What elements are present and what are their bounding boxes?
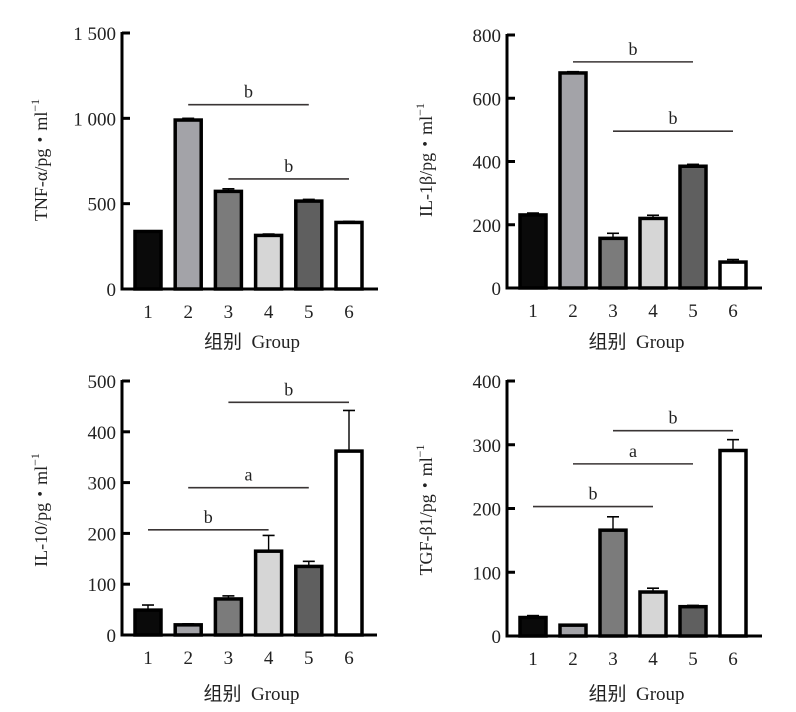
x-tick-label: 3 xyxy=(224,302,234,323)
bar-group-3 xyxy=(598,528,628,638)
y-tick-label: 500 xyxy=(88,372,117,393)
bar-group-1 xyxy=(518,213,548,290)
significance-label: b xyxy=(204,507,213,527)
x-tick-label: 3 xyxy=(608,301,618,322)
y-tick-label: 0 xyxy=(107,280,117,301)
x-tick-label: 2 xyxy=(183,302,193,323)
x-tick-label: 1 xyxy=(528,649,538,670)
bar-group-5 xyxy=(678,604,708,638)
y-tick-label: 300 xyxy=(88,474,117,495)
y-axis-title-superscript: −1 xyxy=(28,99,42,112)
y-axis-title: IL-1β/pg・ml−1 xyxy=(413,103,436,217)
y-tick-label: 0 xyxy=(492,279,502,300)
bar-group-1 xyxy=(518,615,548,638)
y-tick-label: 500 xyxy=(88,195,117,216)
x-tick-label: 1 xyxy=(143,648,153,669)
bar-group-6 xyxy=(334,220,364,291)
y-axis-title-text: TNF-α/pg・ml xyxy=(31,112,51,221)
bar-group-4 xyxy=(253,233,284,291)
bar-group-5 xyxy=(294,564,324,637)
x-tick-label: 6 xyxy=(344,648,354,669)
x-axis-title: 组别 Group xyxy=(588,331,684,353)
chart-panel-il1b: 0 200 400 600 800 1 2 3 4 5 6 b b 组别 Group IL-1β/pg・ml… xyxy=(413,26,762,353)
x-tick-label: 2 xyxy=(568,649,578,670)
significance-label: a xyxy=(245,465,253,485)
y-axis-title: IL-10/pg・ml−1 xyxy=(28,453,51,567)
bar-group-3 xyxy=(213,597,244,637)
y-tick-label: 0 xyxy=(492,627,502,648)
x-axis-title: 组别 Group xyxy=(588,683,684,705)
significance-label: b xyxy=(669,108,678,128)
significance-label: b xyxy=(284,156,293,176)
y-tick-label: 0 xyxy=(107,626,117,647)
y-axis-title-text: IL-1β/pg・ml xyxy=(416,116,436,217)
x-tick-label: 2 xyxy=(183,648,193,669)
bar-group-5 xyxy=(294,199,324,291)
bar-group-2 xyxy=(558,71,588,290)
significance-label: b xyxy=(669,408,678,428)
y-axis-title-superscript: −1 xyxy=(413,445,427,458)
chart-panel-il10: 0 100 200 300 400 500 1 2 3 4 5 6 b a b 组别 Group IL-10/p… xyxy=(28,372,377,705)
bar-group-4 xyxy=(253,549,284,637)
bar-group-6 xyxy=(718,448,748,638)
bar-group-4 xyxy=(638,216,668,290)
x-axis-title: 组别 Group xyxy=(204,331,300,353)
x-tick-label: 4 xyxy=(264,302,274,323)
bar-group-3 xyxy=(213,189,244,291)
bar-group-2 xyxy=(173,118,203,291)
x-tick-label: 2 xyxy=(568,301,578,322)
bar-group-1 xyxy=(133,608,163,637)
x-axis-title: 组别 Group xyxy=(203,683,299,705)
bar-group-2 xyxy=(558,623,588,638)
x-tick-label: 5 xyxy=(304,302,314,323)
significance-label: b xyxy=(284,379,293,399)
y-tick-label: 1 500 xyxy=(73,24,116,45)
y-tick-label: 1 000 xyxy=(73,109,116,130)
chart-panel-tgfb1: 0 100 200 300 400 1 2 3 4 5 6 b a b 组别 Group TGF-β1/pg・… xyxy=(413,372,762,705)
bar-group-6 xyxy=(334,449,364,637)
x-tick-label: 1 xyxy=(143,302,153,323)
x-tick-label: 1 xyxy=(528,301,538,322)
y-tick-label: 600 xyxy=(473,89,502,110)
x-tick-label: 6 xyxy=(344,302,354,323)
y-tick-label: 100 xyxy=(473,563,502,584)
x-tick-label: 3 xyxy=(608,649,618,670)
x-tick-label: 4 xyxy=(264,648,274,669)
x-tick-label: 5 xyxy=(688,301,698,322)
bar-group-1 xyxy=(133,229,163,291)
y-tick-label: 400 xyxy=(473,153,502,174)
y-tick-label: 400 xyxy=(88,423,117,444)
significance-label: a xyxy=(629,441,637,461)
y-axis-title-text: IL-10/pg・ml xyxy=(31,466,51,567)
chart-panel-tnf: 0 500 1 000 1 500 1 2 3 4 5 6 b b 组别 Group TNF-α/pg・m… xyxy=(28,24,378,353)
y-tick-label: 200 xyxy=(88,524,117,545)
significance-label: b xyxy=(589,484,598,504)
x-tick-label: 4 xyxy=(648,649,658,670)
x-tick-label: 5 xyxy=(304,648,314,669)
y-tick-label: 200 xyxy=(473,500,502,521)
y-axis-title: TNF-α/pg・ml−1 xyxy=(28,99,51,221)
x-tick-label: 3 xyxy=(224,648,234,669)
significance-label: b xyxy=(244,82,253,102)
x-tick-label: 6 xyxy=(728,301,738,322)
y-axis-title-text: TGF-β1/pg・ml xyxy=(416,457,436,575)
y-tick-label: 200 xyxy=(473,216,502,237)
bar-group-2 xyxy=(173,623,203,637)
x-tick-label: 4 xyxy=(648,301,658,322)
y-tick-label: 100 xyxy=(88,575,117,596)
bar-group-6 xyxy=(718,260,748,290)
y-axis-title: TGF-β1/pg・ml−1 xyxy=(413,445,436,576)
x-tick-label: 6 xyxy=(728,649,738,670)
y-tick-label: 300 xyxy=(473,436,502,457)
x-tick-label: 5 xyxy=(688,649,698,670)
y-axis-title-superscript: −1 xyxy=(28,453,42,466)
y-axis-title-superscript: −1 xyxy=(413,103,427,116)
significance-label: b xyxy=(629,39,638,59)
y-tick-label: 400 xyxy=(473,372,502,393)
bar-group-3 xyxy=(598,236,628,290)
bar-group-4 xyxy=(638,590,668,638)
bar-group-5 xyxy=(678,164,708,290)
y-tick-label: 800 xyxy=(473,26,502,47)
